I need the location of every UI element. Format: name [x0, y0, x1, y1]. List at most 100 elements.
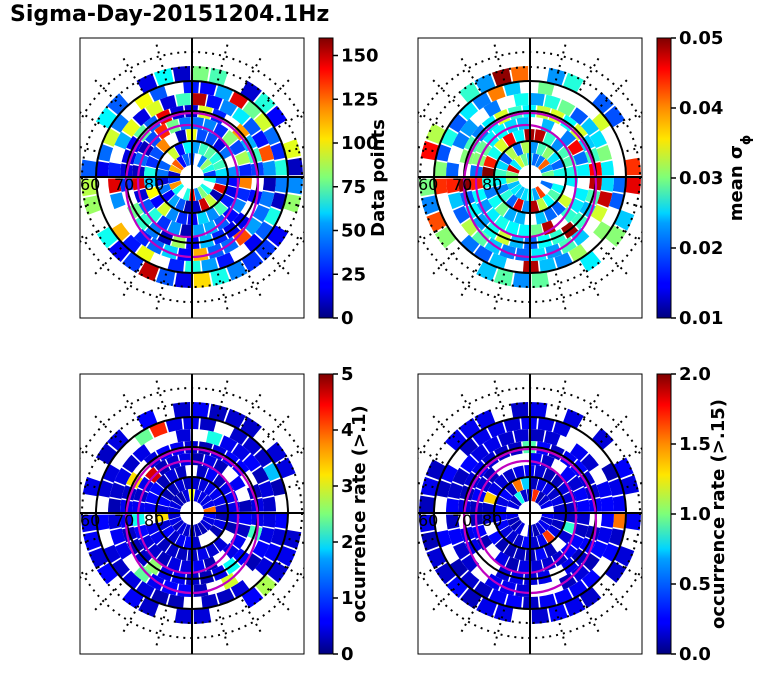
data-cell — [201, 257, 219, 273]
data-cell — [513, 129, 525, 144]
data-cell — [516, 117, 529, 131]
mlt-tick — [600, 583, 630, 613]
data-cell — [433, 161, 448, 177]
panel-4: 60 70 80 0.0 0.5 1.0 1.5 2.0 occurrence rate (>.… — [417, 364, 729, 665]
data-cell — [510, 519, 523, 532]
mlt-tick — [80, 145, 96, 153]
data-cell — [102, 464, 120, 483]
data-cell — [213, 183, 227, 195]
data-cell — [483, 100, 502, 118]
data-cell — [222, 542, 239, 560]
data-cell — [274, 177, 289, 193]
mlt-tick — [92, 583, 122, 613]
data-cell — [242, 453, 261, 472]
data-cell — [107, 93, 129, 116]
mlt-tick — [418, 447, 444, 464]
data-cell — [531, 247, 547, 261]
data-cell — [176, 491, 187, 504]
data-cell — [571, 563, 590, 582]
data-cell — [483, 186, 499, 200]
colorbar-label-subscript: ϕ — [739, 135, 754, 145]
data-cell — [262, 513, 277, 528]
polar-map — [418, 38, 642, 318]
data-cell — [530, 141, 539, 154]
data-cell — [507, 180, 520, 190]
data-cell — [168, 506, 181, 513]
data-cell — [208, 67, 229, 87]
data-cell — [219, 99, 238, 117]
data-cell — [258, 144, 274, 162]
data-cell — [539, 593, 557, 609]
data-cell — [202, 516, 215, 526]
colorbar-tick-label: 1.5 — [679, 434, 711, 455]
data-cell — [197, 491, 208, 504]
data-cell — [258, 480, 274, 498]
data-cell — [282, 529, 302, 550]
data-cell — [550, 495, 565, 507]
data-cell — [274, 513, 289, 529]
data-cell — [541, 170, 554, 177]
colorbar-tick-label: 75 — [341, 177, 366, 198]
data-cell — [115, 541, 133, 560]
data-cell — [235, 151, 251, 166]
data-cell — [452, 131, 470, 150]
data-cell — [537, 81, 555, 96]
data-cell — [460, 454, 479, 473]
data-cell — [180, 224, 192, 238]
data-cell — [215, 167, 228, 177]
colorbar-tick-label: 0.04 — [679, 98, 723, 119]
data-cell — [510, 402, 529, 419]
data-cell — [206, 94, 223, 110]
data-cell — [446, 514, 460, 530]
data-cell — [539, 257, 557, 273]
mlt-tick — [554, 273, 568, 313]
data-cell — [182, 524, 191, 537]
data-cell — [543, 542, 558, 558]
data-cell — [177, 583, 192, 598]
data-cell — [503, 81, 521, 97]
data-cell — [532, 523, 540, 537]
data-cell — [82, 476, 102, 497]
axes-frame — [79, 373, 305, 655]
data-cell — [168, 177, 181, 184]
data-cell — [513, 429, 529, 443]
lat-label: 70 — [114, 175, 134, 194]
data-cell — [551, 183, 565, 195]
data-cell — [145, 186, 161, 200]
data-cell — [134, 427, 154, 446]
data-cell — [512, 198, 524, 212]
data-cell — [264, 207, 282, 226]
data-cell — [445, 162, 460, 177]
data-cell — [212, 159, 227, 171]
data-cell — [544, 430, 561, 446]
data-cell — [624, 157, 641, 176]
data-cell — [215, 513, 228, 522]
data-cell — [192, 66, 210, 83]
data-cell — [262, 496, 276, 512]
data-cell — [143, 166, 157, 177]
data-cell — [165, 207, 180, 222]
data-cell — [567, 475, 584, 492]
colorbar-tick-label: 0.05 — [679, 28, 723, 49]
data-cell — [172, 66, 191, 83]
data-cell — [171, 159, 184, 171]
data-cell — [483, 130, 500, 148]
data-cell — [576, 499, 590, 512]
data-cell — [243, 217, 262, 236]
data-cell — [96, 514, 110, 531]
lat-label: 70 — [452, 511, 472, 530]
data-cell — [551, 200, 566, 216]
data-cell — [472, 427, 492, 446]
colorbar-tick-label: 3 — [341, 476, 354, 497]
data-cell — [535, 491, 546, 504]
data-cell — [483, 436, 502, 454]
data-cell — [534, 129, 546, 143]
data-cell — [174, 142, 186, 157]
data-cell — [520, 489, 528, 503]
data-cell — [145, 207, 163, 224]
data-cell — [242, 117, 261, 136]
data-cell — [488, 530, 504, 545]
data-cell — [133, 524, 149, 539]
data-cell — [502, 468, 517, 484]
data-cell — [573, 187, 589, 202]
